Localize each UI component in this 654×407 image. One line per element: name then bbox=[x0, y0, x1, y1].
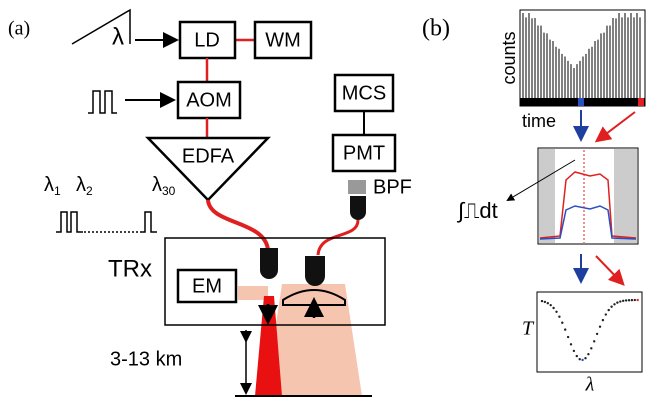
pulse-train bbox=[140, 212, 157, 232]
mcs-label: MCS bbox=[342, 82, 386, 104]
pulse-label: λ1 bbox=[44, 174, 61, 198]
pulse-train bbox=[56, 212, 83, 232]
spectrum-dot bbox=[610, 306, 612, 308]
counts-label: counts bbox=[499, 31, 519, 84]
fiber bbox=[208, 200, 268, 250]
ld-label: LD bbox=[194, 29, 220, 51]
spectrum-dot bbox=[567, 336, 569, 338]
spectrum-dot bbox=[552, 307, 554, 309]
pulse-icon bbox=[88, 91, 117, 113]
spectrum-dot bbox=[622, 300, 624, 302]
spectrum-plot bbox=[537, 292, 642, 372]
wm-label: WM bbox=[265, 29, 301, 51]
spectrum-dot bbox=[547, 302, 549, 304]
spectrum-dot bbox=[576, 355, 578, 357]
spectrum-dot bbox=[628, 299, 630, 301]
beam bbox=[238, 286, 268, 300]
arrow bbox=[596, 256, 622, 283]
gate bbox=[539, 149, 555, 243]
time-label: time bbox=[522, 111, 556, 131]
spectrum-dot bbox=[613, 303, 615, 305]
arrow bbox=[598, 112, 635, 140]
edfa-label: EDFA bbox=[182, 145, 235, 167]
pulse-label-base: λ bbox=[76, 174, 86, 196]
spectrum-dot bbox=[631, 299, 633, 301]
panel-label: (a) bbox=[8, 18, 30, 40]
spectrum-dot bbox=[608, 309, 610, 311]
spectrum-dot bbox=[605, 313, 607, 315]
marker bbox=[578, 98, 584, 106]
trx-label: TRx bbox=[108, 255, 152, 282]
spectrum-dot bbox=[587, 353, 589, 355]
t-axis-label: T bbox=[522, 318, 535, 340]
spectrum-dot bbox=[637, 299, 639, 301]
bpf-filter bbox=[348, 180, 366, 194]
connector bbox=[305, 256, 325, 286]
range-label: 3-13 km bbox=[110, 348, 182, 370]
spectrum-dot bbox=[561, 322, 563, 324]
gate bbox=[614, 149, 637, 243]
pulse-label-sub: 2 bbox=[86, 184, 93, 198]
pulse-label-base: λ bbox=[44, 174, 54, 196]
figure: (a) λ LD WM AOM EDFA λ1λ2λ30 MCS PMT BPF… bbox=[0, 0, 654, 402]
spectrum-dot bbox=[573, 350, 575, 352]
connector bbox=[350, 196, 366, 220]
pulse-label-base: λ bbox=[152, 174, 162, 196]
pmt-label: PMT bbox=[343, 142, 385, 164]
lambda-axis-label: λ bbox=[585, 374, 595, 396]
integral-label: ∫⎍dt bbox=[456, 198, 498, 223]
spectrum-dot bbox=[564, 328, 566, 330]
spectrum-dot bbox=[555, 311, 557, 313]
panel-label: (b) bbox=[422, 16, 450, 42]
ramp-label: λ bbox=[112, 23, 124, 50]
spectrum-dot bbox=[634, 299, 636, 301]
spectrum-dot bbox=[544, 301, 546, 303]
spectrum-dot bbox=[550, 304, 552, 306]
spectrum-dot bbox=[616, 301, 618, 303]
spectrum-dot bbox=[579, 358, 581, 360]
spectrum-dot bbox=[619, 300, 621, 302]
pulse-label-sub: 1 bbox=[54, 184, 61, 198]
spectrum-dot bbox=[541, 300, 543, 302]
spectrum-dot bbox=[590, 347, 592, 349]
spectrum-dot bbox=[593, 340, 595, 342]
pulse-label: λ30 bbox=[152, 174, 176, 198]
spectrum-dot bbox=[599, 325, 601, 327]
bpf-label: BPF bbox=[373, 176, 412, 198]
marker bbox=[638, 98, 644, 106]
spectrum-dot bbox=[625, 299, 627, 301]
spectrum-dot bbox=[602, 319, 604, 321]
pulse-label-sub: 30 bbox=[162, 184, 176, 198]
connector bbox=[260, 248, 278, 279]
spectrum-dot bbox=[570, 343, 572, 345]
spectrum-dot bbox=[596, 333, 598, 335]
spectrum-dot bbox=[584, 357, 586, 359]
pulse-label: λ2 bbox=[76, 174, 93, 198]
aom-label: AOM bbox=[186, 89, 232, 111]
em-label: EM bbox=[192, 275, 222, 297]
spectrum-dot bbox=[581, 359, 583, 361]
spectrum-dot bbox=[558, 316, 560, 318]
